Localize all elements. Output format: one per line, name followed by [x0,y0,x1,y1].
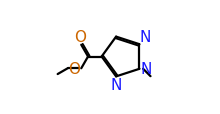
Text: N: N [140,29,151,44]
Text: O: O [68,62,80,77]
Text: N: N [110,77,122,92]
Text: N: N [140,62,152,77]
Text: O: O [74,29,86,44]
